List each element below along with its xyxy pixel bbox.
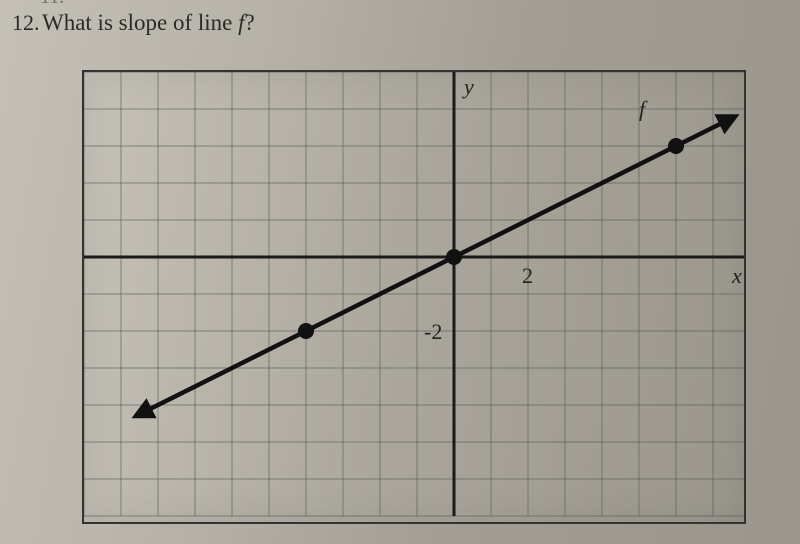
chart-svg: yx2-2f — [84, 72, 744, 522]
y-tick-label: -2 — [424, 319, 442, 344]
x-tick-label: 2 — [522, 263, 533, 288]
question-text: What is slope of line f? — [42, 10, 255, 36]
x-axis-label: x — [731, 263, 742, 288]
y-axis-label: y — [462, 74, 474, 99]
line-f — [140, 118, 732, 414]
question-text-before: What is slope of line — [42, 10, 238, 35]
previous-question-number: 11. — [40, 0, 64, 9]
plotted-point — [298, 323, 314, 339]
plotted-point — [668, 138, 684, 154]
plotted-point — [446, 249, 462, 265]
page-background: { "question": { "prev_number_fragment": … — [0, 0, 800, 544]
coordinate-grid-chart: yx2-2f — [82, 70, 746, 524]
question-number: 12. — [12, 10, 40, 36]
question-text-after: ? — [245, 10, 255, 35]
